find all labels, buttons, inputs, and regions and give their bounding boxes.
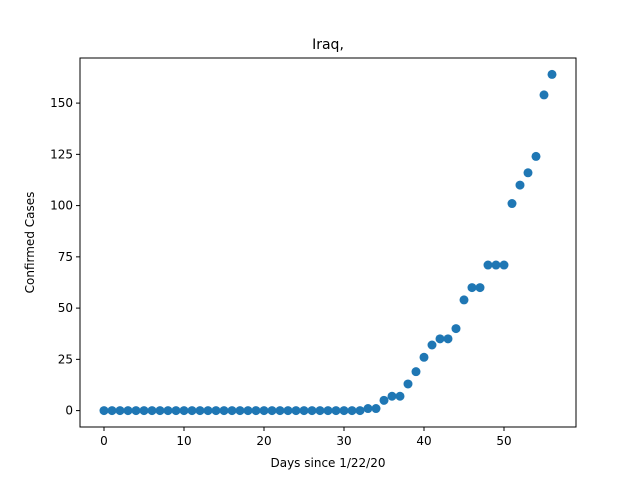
data-point [219, 406, 229, 416]
data-point [459, 295, 469, 305]
data-point [235, 406, 245, 416]
data-point [427, 340, 437, 350]
x-tick-label: 40 [416, 434, 431, 448]
data-point [363, 404, 373, 414]
data-point [515, 180, 525, 190]
x-tick-label: 30 [336, 434, 351, 448]
data-point [291, 406, 301, 416]
data-points [99, 69, 557, 416]
data-point [203, 406, 213, 416]
data-point [155, 406, 165, 416]
x-axis-label: Days since 1/22/20 [270, 456, 385, 470]
data-point [307, 406, 317, 416]
data-point [275, 406, 285, 416]
data-point [195, 406, 205, 416]
data-point [115, 406, 125, 416]
y-tick-label: 0 [65, 404, 73, 418]
x-tick-label: 20 [256, 434, 271, 448]
data-point [347, 406, 357, 416]
data-point [379, 395, 389, 405]
data-point [211, 406, 221, 416]
data-point [395, 391, 405, 401]
y-tick-label: 75 [58, 250, 73, 264]
data-point [483, 260, 493, 270]
y-tick-label: 150 [50, 96, 73, 110]
data-point [507, 199, 517, 209]
data-point [531, 151, 541, 161]
data-point [443, 334, 453, 344]
data-point [491, 260, 501, 270]
data-point [147, 406, 157, 416]
data-point [227, 406, 237, 416]
data-point [523, 168, 533, 178]
data-point [331, 406, 341, 416]
data-point [323, 406, 333, 416]
data-point [299, 406, 309, 416]
data-point [123, 406, 133, 416]
data-point [451, 324, 461, 334]
data-point [355, 406, 365, 416]
data-point [251, 406, 261, 416]
x-tick-label: 10 [176, 434, 191, 448]
y-tick-label: 125 [50, 147, 73, 161]
data-point [315, 406, 325, 416]
y-tick-label: 25 [58, 352, 73, 366]
y-tick-label: 50 [58, 301, 73, 315]
data-point [163, 406, 173, 416]
plot-area-frame [79, 57, 577, 428]
chart-title: Iraq, [312, 37, 344, 53]
y-axis-ticks: 0 25 50 75 100 125 150 [50, 96, 80, 418]
data-point [499, 260, 509, 270]
data-point [435, 334, 445, 344]
data-point [403, 379, 413, 389]
y-axis-label: Confirmed Cases [23, 192, 37, 294]
data-point [387, 391, 397, 401]
data-point [467, 283, 477, 293]
data-point [339, 406, 349, 416]
data-point [539, 90, 549, 100]
data-point [547, 69, 557, 79]
x-tick-label: 50 [496, 434, 511, 448]
data-point [283, 406, 293, 416]
data-point [411, 367, 421, 377]
data-point [171, 406, 181, 416]
x-tick-label: 0 [100, 434, 108, 448]
data-point [99, 406, 109, 416]
data-point [107, 406, 117, 416]
data-point [259, 406, 269, 416]
data-point [179, 406, 189, 416]
data-point [187, 406, 197, 416]
data-point [267, 406, 277, 416]
data-point [243, 406, 253, 416]
data-point [131, 406, 141, 416]
y-tick-label: 100 [50, 199, 73, 213]
x-axis-ticks: 0 10 20 30 40 50 [100, 427, 512, 448]
data-point [371, 404, 381, 414]
data-point [475, 283, 485, 293]
data-point [139, 406, 149, 416]
data-point [419, 352, 429, 362]
